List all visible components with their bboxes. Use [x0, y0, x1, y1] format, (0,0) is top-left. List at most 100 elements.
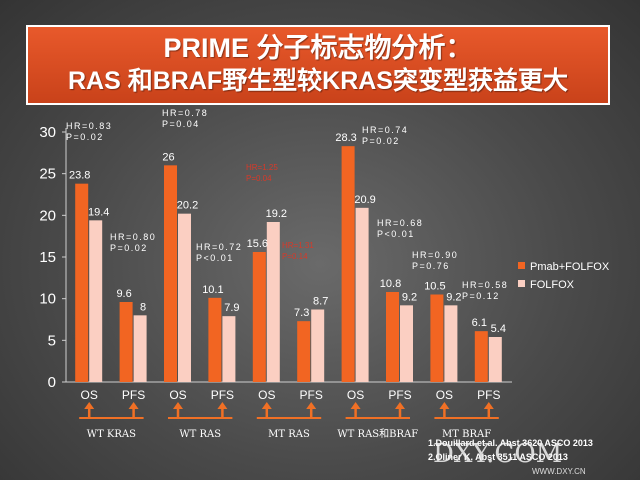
p-annotation: P=0.04	[162, 119, 200, 129]
p-annotation: P<0.01	[196, 253, 234, 263]
source-citation: 1.Douillard et al. Abst 3620 ASCO 2013	[428, 438, 593, 448]
watermark-logo: DXY.COM	[433, 439, 562, 469]
group-arrow-head	[439, 402, 450, 409]
group-label: WT RAS和BRAF	[337, 428, 418, 440]
hr-annotation: HR=0.83	[66, 121, 112, 131]
group-label: MT BRAF	[442, 429, 491, 440]
hr-annotation: HR=0.80	[110, 232, 156, 242]
bar-pmab-folfox	[252, 252, 266, 382]
group-label: WT KRAS	[87, 429, 136, 440]
group-arrow-head	[173, 402, 183, 409]
p-annotation: P<0.01	[377, 229, 415, 239]
source-citation: 2.Oliner K. Abst 3511 ASCO 2013	[428, 452, 568, 462]
group-label: MT RAS	[268, 429, 310, 440]
value-label-pmab: 26	[162, 151, 174, 163]
category-label: OS	[81, 388, 98, 402]
y-tick-label: 10	[39, 291, 56, 308]
value-label-pmab: 15.6	[247, 238, 268, 250]
hr-annotation: HR=0.68	[377, 218, 423, 228]
value-label-pmab: 28.3	[335, 132, 356, 144]
bar-folfox	[222, 316, 236, 382]
title-box: PRIME 分子标志物分析： RAS 和BRAF野生型较KRAS突变型获益更大	[26, 25, 610, 105]
bar-pmab-folfox	[341, 146, 355, 382]
category-label: OS	[169, 388, 186, 402]
y-tick-label: 0	[48, 374, 56, 391]
group-arrow-head	[128, 402, 139, 409]
bar-pmab-folfox	[119, 302, 133, 382]
value-label-folfox: 20.9	[354, 194, 375, 206]
title-line1: PRIME 分子标志物分析：	[163, 33, 473, 63]
value-label-pmab: 10.1	[202, 284, 223, 296]
bar-pmab-folfox	[297, 321, 311, 382]
value-label-pmab: 23.8	[69, 170, 90, 182]
bar-folfox	[133, 315, 147, 382]
bar-pmab-folfox	[75, 183, 89, 382]
value-label-folfox: 7.9	[224, 302, 239, 314]
value-label-folfox: 9.2	[402, 291, 417, 303]
bar-folfox	[89, 220, 103, 382]
legend-label: Pmab+FOLFOX	[530, 261, 610, 273]
group-arrow-head	[261, 402, 272, 409]
title-line2: RAS 和BRAF野生型较KRAS突变型获益更大	[67, 67, 568, 95]
bar-pmab-folfox	[386, 292, 399, 382]
value-label-pmab: 7.3	[294, 307, 309, 319]
group-arrow-head	[217, 402, 228, 409]
value-label-folfox: 19.2	[266, 208, 287, 220]
bar-folfox	[266, 222, 280, 382]
category-label: OS	[258, 388, 275, 402]
value-label-folfox: 19.4	[88, 206, 109, 218]
hr-annotation: HR=1.31	[282, 241, 314, 250]
group-label: WT RAS	[179, 429, 221, 440]
bar-pmab-folfox	[208, 297, 222, 382]
category-label: PFS	[477, 388, 500, 402]
hr-annotation: HR=0.74	[362, 125, 408, 135]
category-label: OS	[347, 388, 364, 402]
category-label: OS	[436, 388, 453, 402]
value-label-pmab: 10.8	[380, 278, 401, 290]
bar-pmab-folfox	[474, 331, 488, 382]
y-tick-label: 5	[48, 332, 56, 349]
value-label-folfox: 5.4	[491, 323, 506, 335]
category-label: PFS	[211, 388, 234, 402]
group-arrow-head	[84, 402, 95, 409]
category-label: PFS	[388, 388, 411, 402]
p-annotation: P=0.12	[462, 291, 500, 301]
bar-folfox	[444, 305, 458, 382]
value-label-folfox: 20.2	[177, 200, 198, 212]
p-annotation: P=0.14	[282, 252, 308, 261]
bar-pmab-folfox	[164, 165, 177, 382]
category-label: PFS	[122, 388, 145, 402]
bar-folfox	[488, 337, 502, 382]
y-tick-label: 20	[39, 207, 56, 224]
group-arrow-head	[395, 402, 405, 409]
value-label-folfox: 8.7	[313, 296, 328, 308]
legend-label: FOLFOX	[530, 279, 575, 291]
category-label: PFS	[300, 388, 323, 402]
p-annotation: P=0.02	[66, 132, 104, 142]
legend-swatch	[518, 280, 525, 287]
p-annotation: P=0.02	[110, 243, 148, 253]
group-arrow-head	[350, 402, 361, 409]
hr-annotation: HR=0.58	[462, 280, 508, 290]
p-annotation: P=0.76	[412, 261, 450, 271]
group-arrow-head	[306, 402, 317, 409]
group-arrow-head	[483, 402, 494, 409]
p-annotation: P=0.02	[362, 136, 400, 146]
hr-annotation: HR=0.90	[412, 250, 458, 260]
bar-folfox	[178, 213, 191, 382]
watermark-url: WWW.DXY.CN	[532, 467, 586, 476]
y-tick-label: 15	[39, 249, 56, 266]
value-label-folfox: 8	[140, 301, 146, 313]
bar-pmab-folfox	[430, 294, 444, 382]
hr-annotation: HR=0.78	[162, 108, 208, 118]
hr-annotation: HR=1.25	[246, 163, 278, 172]
hr-annotation: HR=0.72	[196, 242, 242, 252]
value-label-folfox: 9.2	[446, 291, 461, 303]
value-label-pmab: 9.6	[116, 288, 131, 300]
value-label-pmab: 10.5	[424, 281, 445, 293]
bar-folfox	[355, 207, 369, 382]
bar-folfox	[400, 305, 413, 382]
p-annotation: P=0.04	[246, 174, 272, 183]
y-tick-label: 25	[39, 166, 56, 183]
